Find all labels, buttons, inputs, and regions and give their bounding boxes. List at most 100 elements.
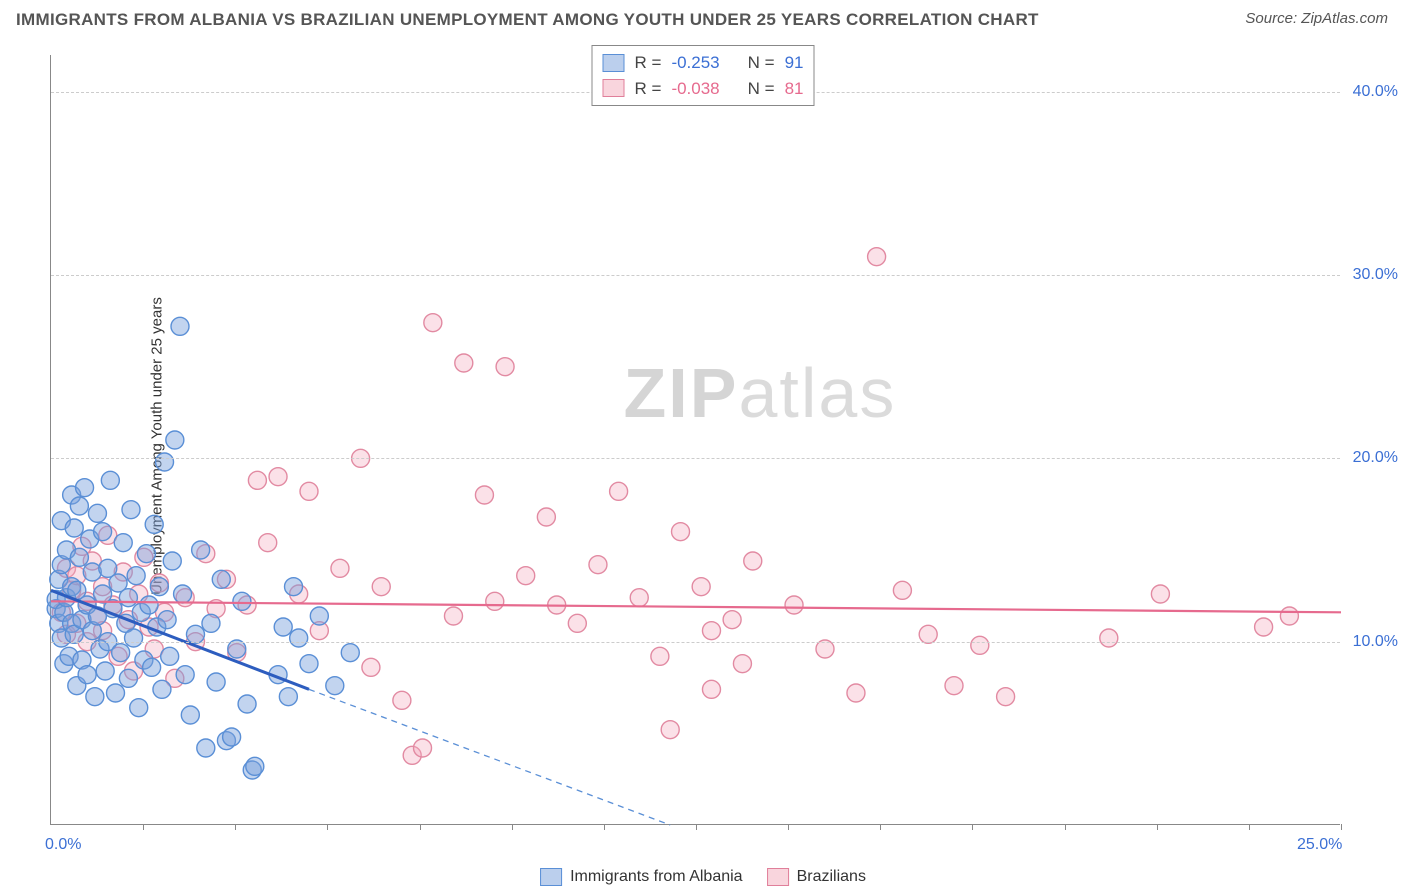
data-point: [233, 592, 251, 610]
data-point: [1100, 629, 1118, 647]
data-point: [78, 666, 96, 684]
y-tick-label: 10.0%: [1353, 633, 1398, 651]
x-tick-label: 0.0%: [45, 836, 81, 854]
data-point: [76, 479, 94, 497]
data-point: [589, 556, 607, 574]
data-point: [744, 552, 762, 570]
source-prefix: Source:: [1245, 10, 1301, 27]
data-point: [486, 592, 504, 610]
data-point: [326, 677, 344, 695]
data-point: [362, 658, 380, 676]
data-point: [568, 614, 586, 632]
plot-area: ZIPatlas 10.0%20.0%30.0%40.0%0.0%25.0%: [50, 55, 1340, 825]
data-point: [96, 662, 114, 680]
data-point: [192, 541, 210, 559]
n-label: N =: [748, 50, 775, 76]
data-point: [1255, 618, 1273, 636]
data-point: [228, 640, 246, 658]
data-point: [893, 581, 911, 599]
data-point: [785, 596, 803, 614]
data-point: [692, 578, 710, 596]
data-point: [414, 739, 432, 757]
data-point: [847, 684, 865, 702]
data-point: [723, 611, 741, 629]
x-tick: [696, 824, 697, 830]
data-point: [279, 688, 297, 706]
x-tick: [972, 824, 973, 830]
data-point: [372, 578, 390, 596]
data-point: [971, 636, 989, 654]
swatch-icon: [767, 868, 789, 886]
data-point: [702, 680, 720, 698]
data-point: [269, 468, 287, 486]
data-point: [1280, 607, 1298, 625]
data-point: [246, 757, 264, 775]
data-point: [300, 655, 318, 673]
y-tick-label: 30.0%: [1353, 266, 1398, 284]
grid-line: [51, 458, 1340, 459]
data-point: [223, 728, 241, 746]
data-point: [70, 497, 88, 515]
data-point: [919, 625, 937, 643]
data-point: [259, 534, 277, 552]
r-label: R =: [635, 50, 662, 76]
data-point: [156, 453, 174, 471]
data-point: [651, 647, 669, 665]
data-point: [166, 431, 184, 449]
grid-line: [51, 275, 1340, 276]
n-label: N =: [748, 76, 775, 102]
data-point: [945, 677, 963, 695]
data-point: [285, 578, 303, 596]
series-legend: Immigrants from Albania Brazilians: [534, 868, 872, 886]
grid-line: [51, 642, 1340, 643]
data-point: [137, 545, 155, 563]
data-point: [248, 471, 266, 489]
data-point: [496, 358, 514, 376]
x-tick-label: 25.0%: [1297, 836, 1342, 854]
swatch-icon: [603, 79, 625, 97]
stats-row-blue: R = -0.253 N = 91: [603, 50, 804, 76]
data-point: [331, 559, 349, 577]
data-point: [114, 534, 132, 552]
data-point: [112, 644, 130, 662]
data-point: [212, 570, 230, 588]
data-point: [274, 618, 292, 636]
stats-row-pink: R = -0.038 N = 81: [603, 76, 804, 102]
x-tick: [788, 824, 789, 830]
data-point: [341, 644, 359, 662]
data-point: [158, 611, 176, 629]
chart-title: IMMIGRANTS FROM ALBANIA VS BRAZILIAN UNE…: [16, 10, 1039, 30]
data-point: [161, 647, 179, 665]
data-point: [444, 607, 462, 625]
x-tick: [143, 824, 144, 830]
data-point: [475, 486, 493, 504]
source-name: ZipAtlas.com: [1301, 10, 1388, 27]
swatch-icon: [540, 868, 562, 886]
data-point: [145, 515, 163, 533]
data-point: [997, 688, 1015, 706]
data-point: [537, 508, 555, 526]
legend-label: Immigrants from Albania: [570, 868, 743, 886]
scatter-plot-svg: [51, 55, 1340, 824]
data-point: [661, 721, 679, 739]
regression-line-blue-extrapolated: [309, 689, 670, 825]
y-tick-label: 40.0%: [1353, 83, 1398, 101]
x-tick: [1065, 824, 1066, 830]
data-point: [140, 596, 158, 614]
data-point: [119, 669, 137, 687]
swatch-icon: [603, 54, 625, 72]
data-point: [868, 248, 886, 266]
legend-label: Brazilians: [797, 868, 866, 886]
x-tick: [604, 824, 605, 830]
data-point: [70, 548, 88, 566]
x-tick: [880, 824, 881, 830]
data-point: [186, 625, 204, 643]
data-point: [86, 688, 104, 706]
data-point: [310, 607, 328, 625]
data-point: [171, 317, 189, 335]
legend-item-pink: Brazilians: [767, 868, 866, 886]
x-tick: [327, 824, 328, 830]
data-point: [130, 699, 148, 717]
data-point: [122, 501, 140, 519]
r-value: -0.253: [671, 50, 719, 76]
